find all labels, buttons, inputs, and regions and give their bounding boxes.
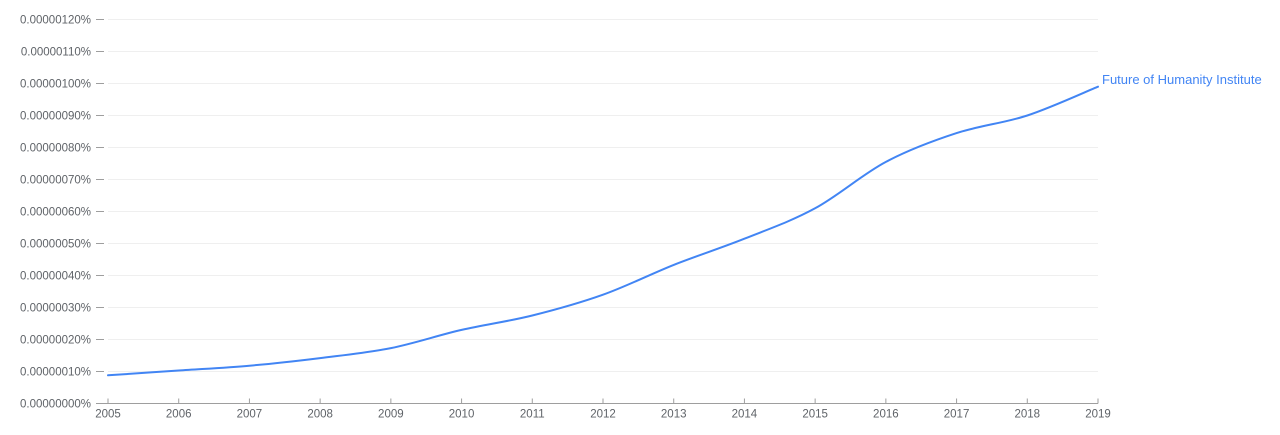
x-tick-label: 2019 bbox=[1085, 409, 1111, 421]
x-tick-label: 2009 bbox=[378, 409, 404, 421]
y-tick-label: 0.00000070% bbox=[20, 175, 91, 187]
x-tick-label: 2013 bbox=[661, 409, 687, 421]
y-tick-label: 0.00000090% bbox=[20, 111, 91, 123]
x-tick-label: 2017 bbox=[944, 409, 970, 421]
gridlines bbox=[108, 19, 1098, 372]
x-axis-labels: 2005 2006 2007 2008 2009 2010 2011 2012 2013 2014… bbox=[95, 409, 1111, 421]
series-end-label[interactable]: Future of Humanity Institute bbox=[1102, 72, 1262, 87]
x-tick-label: 2010 bbox=[449, 409, 475, 421]
y-axis-labels: 0.00000000% 0.00000010% 0.00000020% 0.00000… bbox=[20, 15, 91, 411]
x-tick-label: 2016 bbox=[873, 409, 899, 421]
x-tick-label: 2007 bbox=[237, 409, 263, 421]
y-tick-label: 0.00000100% bbox=[20, 79, 91, 91]
y-tick-label: 0.00000120% bbox=[20, 15, 91, 27]
x-tick-label: 2005 bbox=[95, 409, 121, 421]
x-tick-label: 2012 bbox=[590, 409, 616, 421]
y-tick-label: 0.00000050% bbox=[20, 239, 91, 251]
x-tick-label: 2006 bbox=[166, 409, 192, 421]
y-tick-label: 0.00000040% bbox=[20, 271, 91, 283]
y-axis-ticks bbox=[96, 19, 104, 404]
y-tick-label: 0.00000010% bbox=[20, 367, 91, 379]
series-line[interactable] bbox=[107, 85, 1099, 377]
x-tick-label: 2014 bbox=[732, 409, 758, 421]
y-tick-label: 0.00000020% bbox=[20, 335, 91, 347]
x-tick-label: 2015 bbox=[802, 409, 828, 421]
y-tick-label: 0.00000000% bbox=[20, 399, 91, 411]
x-tick-label: 2018 bbox=[1014, 409, 1040, 421]
x-tick-label: 2008 bbox=[307, 409, 333, 421]
series-path[interactable] bbox=[107, 85, 1099, 377]
y-tick-label: 0.00000110% bbox=[21, 47, 91, 59]
x-axis bbox=[104, 398, 1099, 404]
x-tick-label: 2011 bbox=[520, 409, 545, 421]
y-tick-label: 0.00000080% bbox=[20, 143, 91, 155]
y-tick-label: 0.00000030% bbox=[20, 303, 91, 315]
y-tick-label: 0.00000060% bbox=[20, 207, 91, 219]
